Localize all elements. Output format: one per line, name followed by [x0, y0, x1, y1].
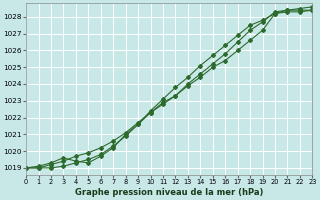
X-axis label: Graphe pression niveau de la mer (hPa): Graphe pression niveau de la mer (hPa) [75, 188, 263, 197]
